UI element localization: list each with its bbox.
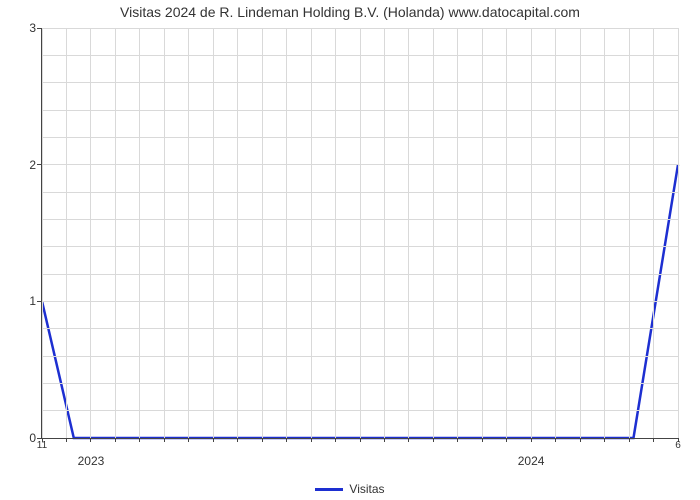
gridline-v (139, 28, 140, 438)
gridline-v (213, 28, 214, 438)
gridline-v (384, 28, 385, 438)
gridline-v (678, 28, 679, 438)
gridline-v (457, 28, 458, 438)
gridline-v (555, 28, 556, 438)
legend-label: Visitas (349, 482, 384, 496)
legend-swatch (315, 488, 343, 491)
gridline-v (506, 28, 507, 438)
y-tick-label: 3 (29, 21, 36, 35)
x-major-label: 2024 (518, 454, 545, 468)
gridline-v (653, 28, 654, 438)
x-major-label: 2023 (78, 454, 105, 468)
gridline-v (188, 28, 189, 438)
gridline-v (115, 28, 116, 438)
gridline-v (237, 28, 238, 438)
gridline-v (66, 28, 67, 438)
y-tick-label: 2 (29, 158, 36, 172)
gridline-v (580, 28, 581, 438)
y-tick-label: 1 (29, 294, 36, 308)
y-tick-label: 0 (29, 431, 36, 445)
x-axis-line (42, 438, 678, 439)
x-below-right: 6 (675, 440, 681, 451)
gridline-v (164, 28, 165, 438)
gridline-v (629, 28, 630, 438)
plot-area: 012320232024116 (42, 28, 678, 438)
gridline-v (360, 28, 361, 438)
gridline-v (262, 28, 263, 438)
gridline-v (531, 28, 532, 438)
chart-container: Visitas 2024 de R. Lindeman Holding B.V.… (0, 0, 700, 500)
chart-title: Visitas 2024 de R. Lindeman Holding B.V.… (0, 4, 700, 20)
gridline-v (482, 28, 483, 438)
legend: Visitas (0, 482, 700, 496)
y-axis-line (41, 28, 42, 438)
gridline-v (286, 28, 287, 438)
gridline-v (604, 28, 605, 438)
gridline-v (433, 28, 434, 438)
gridline-v (408, 28, 409, 438)
gridline-v (311, 28, 312, 438)
gridline-v (335, 28, 336, 438)
x-below-left: 11 (37, 440, 47, 451)
gridline-v (90, 28, 91, 438)
